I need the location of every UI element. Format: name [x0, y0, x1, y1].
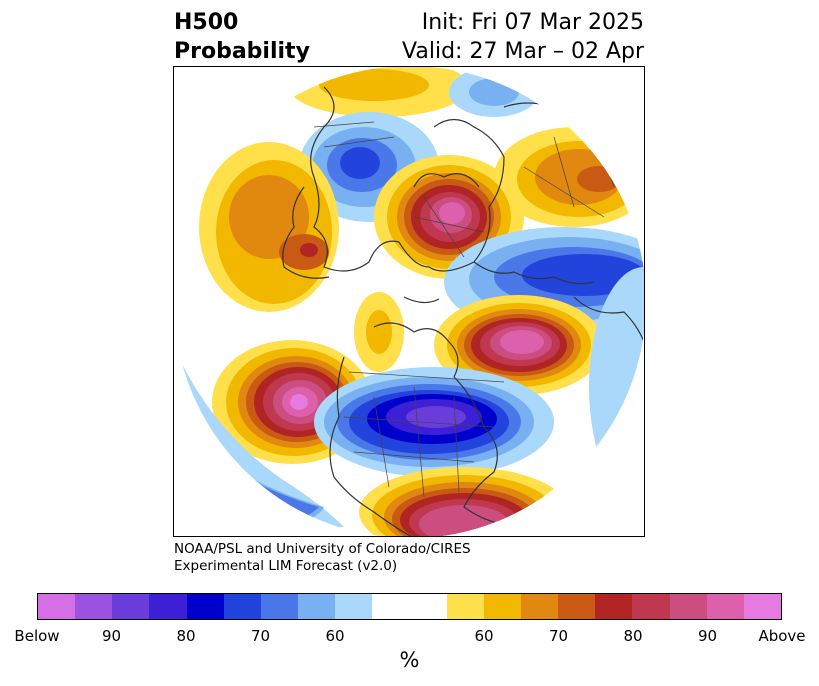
colorbar-tick-label: 90 [697, 627, 718, 645]
colorbar-swatch [38, 594, 76, 619]
colorbar-swatch [595, 594, 633, 619]
title-product: Probability [174, 39, 310, 64]
colorbar-swatch [112, 594, 150, 619]
forecast-dates: Init: Fri 07 Mar 2025 Valid: 27 Mar – 02… [402, 8, 644, 66]
colorbar-tick-label: 90 [101, 627, 122, 645]
anomaly-northeast-positive [494, 127, 644, 227]
credit-line-2: Experimental LIM Forecast (v2.0) [174, 558, 398, 574]
colorbar-swatch [558, 594, 596, 619]
colorbar-swatch [223, 594, 261, 619]
anomaly-center-positive [354, 292, 404, 372]
colorbar-ticks: Below 90 80 70 60 60 70 80 90 Above [0, 627, 819, 647]
colorbar-tick-label: 70 [250, 627, 271, 645]
colorbar-swatch [335, 594, 373, 619]
colorbar-units: % [399, 648, 420, 672]
colorbar-swatch [669, 594, 707, 619]
title-variable: H500 [174, 10, 239, 35]
colorbar-swatch [75, 594, 113, 619]
colorbar-swatch [149, 594, 187, 619]
colorbar-swatch [483, 594, 522, 619]
colorbar-swatch [260, 594, 299, 619]
colorbar-swatch [446, 594, 484, 619]
credit-text: NOAA/PSL and University of Colorado/CIRE… [174, 541, 471, 575]
colorbar [37, 593, 782, 620]
colorbar-tick-label: 80 [176, 627, 196, 645]
colorbar-swatch [372, 594, 447, 619]
credit-line-1: NOAA/PSL and University of Colorado/CIRE… [174, 541, 471, 557]
anomaly-north-america-negative [314, 367, 554, 477]
colorbar-tick-label: 60 [474, 627, 494, 645]
colorbar-swatch [298, 594, 336, 619]
colorbar-swatch [521, 594, 559, 619]
colorbar-tick-label: Above [758, 627, 806, 645]
colorbar-swatch [632, 594, 670, 619]
chart-title: H500 Probability [174, 8, 310, 66]
colorbar-tick-label: 70 [548, 627, 569, 645]
colorbar-tick-label: 80 [623, 627, 643, 645]
colorbar-swatch [706, 594, 744, 619]
map-canvas [174, 67, 644, 536]
colorbar-swatch [186, 594, 224, 619]
colorbar-swatch [743, 594, 782, 619]
anomaly-top-right-negative [449, 67, 539, 117]
colorbar-tick-label: 60 [325, 627, 345, 645]
colorbar-tick-label: Below [14, 627, 60, 645]
anomaly-west-positive [199, 142, 339, 312]
anomaly-atlantic-positive [434, 295, 604, 395]
init-date: Init: Fri 07 Mar 2025 [421, 10, 644, 35]
valid-dates: Valid: 27 Mar – 02 Apr [402, 39, 644, 64]
probability-map [173, 66, 645, 537]
